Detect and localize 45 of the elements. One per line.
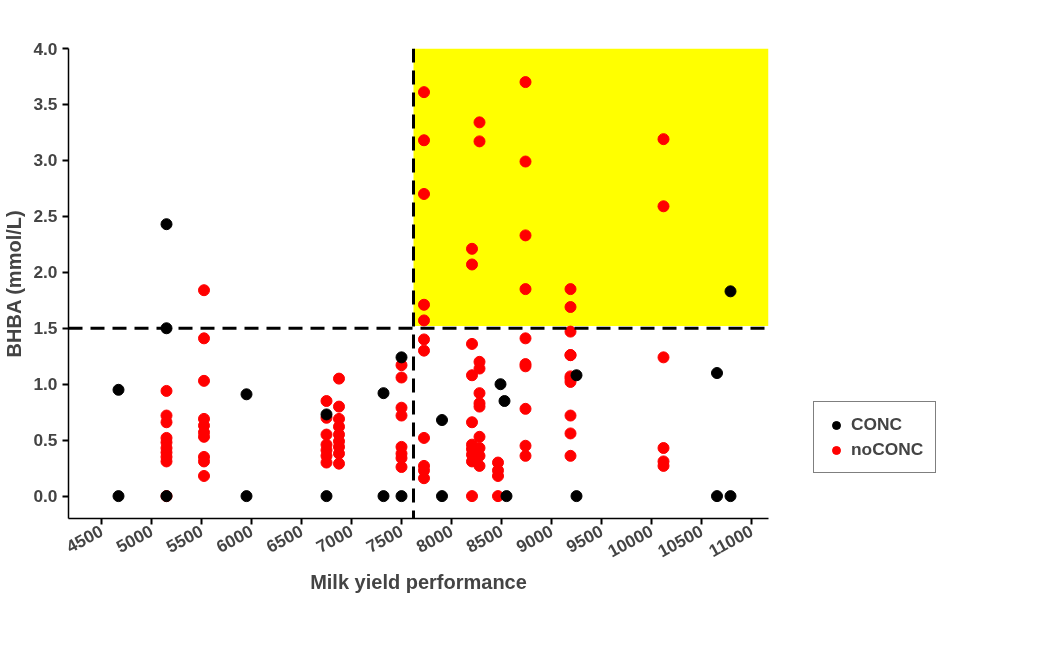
- legend-label: noCONC: [851, 439, 924, 460]
- x-axis-title: Milk yield performance: [310, 571, 527, 594]
- point: [377, 490, 390, 503]
- x-tick-label: 5500: [162, 520, 207, 557]
- point: [112, 383, 125, 396]
- point: [240, 490, 253, 503]
- point: [711, 490, 723, 503]
- point: [570, 490, 583, 503]
- point: [320, 490, 333, 503]
- x-tick-label: 5000: [112, 520, 157, 557]
- point: [500, 490, 513, 503]
- y-tick-label: 2.5: [33, 206, 58, 227]
- x-tick-label: 8500: [462, 520, 507, 557]
- y-tick-label: 2.0: [33, 262, 58, 283]
- legend-label: CONC: [851, 414, 903, 435]
- point: [570, 369, 583, 382]
- x-tick-label: 6500: [262, 520, 307, 557]
- x-tick-label: 7500: [362, 520, 407, 557]
- x-tick-label: 7000: [312, 520, 357, 557]
- point: [112, 490, 125, 503]
- x-tick-label: 8000: [412, 520, 457, 557]
- point: [724, 490, 737, 503]
- point: [160, 218, 173, 231]
- y-tick-label: 1.5: [33, 318, 58, 339]
- y-tick-label: 0.5: [33, 430, 58, 451]
- point: [436, 414, 448, 427]
- point: [498, 395, 511, 407]
- x-tick-label: 9000: [512, 520, 557, 557]
- point: [377, 387, 390, 400]
- x-tick-label: 4500: [62, 520, 107, 557]
- point: [240, 388, 253, 401]
- y-tick-label: 0.0: [33, 486, 58, 507]
- y-tick-label: 1.0: [33, 374, 58, 395]
- point: [724, 285, 737, 298]
- y-tick-label: 3.5: [33, 94, 58, 115]
- y-axis-title: BHBA (mmol/L): [3, 210, 26, 358]
- point: [436, 490, 448, 503]
- point: [395, 351, 408, 364]
- y-tick-label: 3.0: [33, 150, 58, 171]
- point: [494, 378, 507, 391]
- x-tick-label: 9500: [562, 520, 607, 557]
- point: [711, 367, 723, 380]
- x-tick-label: 6000: [212, 520, 257, 557]
- y-tick-label: 4.0: [33, 38, 58, 59]
- point: [395, 490, 408, 503]
